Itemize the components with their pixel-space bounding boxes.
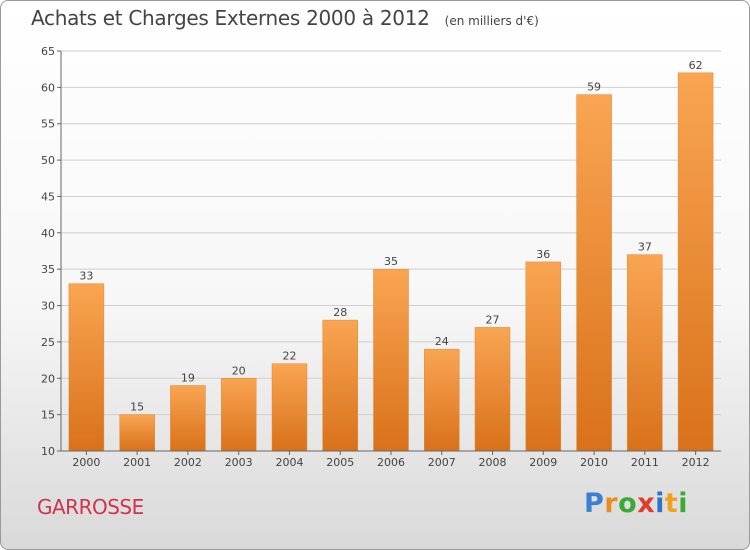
data-label-2012: 62 [689,59,703,72]
data-label-2005: 28 [333,306,347,319]
bar-2008 [474,327,511,452]
y-tick-label: 15 [41,409,55,422]
bar-2003 [220,378,257,452]
location-name: GARROSSE [37,495,144,519]
logo-letter: i [655,488,665,519]
data-label-2003: 20 [232,364,246,377]
x-tick-label-2007: 2007 [428,456,456,469]
bar-2007 [424,348,460,452]
data-label-2009: 36 [536,248,550,261]
bar-2012 [677,72,714,452]
bar-2006 [373,268,409,452]
chart-title: Achats et Charges Externes 2000 à 2012 [31,6,430,30]
logo-letter: r [604,488,619,519]
y-tick-label: 50 [41,154,55,167]
x-tick-label-2001: 2001 [123,456,151,469]
x-tick-label-2010: 2010 [580,456,608,469]
y-tick-label: 65 [41,45,55,58]
x-tick-label-2012: 2012 [682,456,710,469]
y-tick-label: 20 [41,372,55,385]
title-row: Achats et Charges Externes 2000 à 2012 (… [31,6,539,30]
x-tick-label-2000: 2000 [72,456,100,469]
data-label-2007: 24 [435,335,449,348]
bar-2000 [68,283,105,452]
logo-letter: o [618,488,638,519]
x-tick-label-2003: 2003 [225,456,253,469]
x-tick-label-2006: 2006 [377,456,405,469]
y-tick-label: 55 [41,118,55,131]
y-tick-label: 35 [41,263,55,276]
logo-letter: i [678,488,689,519]
axes: 10 15 20 25 30 35 40 45 50 55 60 65 2000 2001 2002 2003… [41,45,721,469]
y-tick-label: 60 [41,81,55,94]
proxiti-logo[interactable]: Proxiti [584,488,688,519]
x-tick-label-2004: 2004 [275,456,303,469]
x-tick-label-2008: 2008 [479,456,507,469]
unit-note: (en milliers d'€) [444,14,539,28]
y-tick-label: 40 [41,227,55,240]
y-tick-label: 30 [41,300,55,313]
bar-2005 [322,319,358,452]
bar-2004 [271,363,308,452]
bar-2002 [170,385,206,452]
bar-2010 [576,94,612,452]
bar-2009 [525,261,562,452]
x-tick-label-2011: 2011 [631,456,659,469]
y-tick-label: 45 [41,190,55,203]
y-tick-label: 10 [41,445,55,458]
bar-2011 [627,254,663,452]
data-label-2010: 59 [587,81,601,94]
bars: 33 15 19 20 22 28 35 24 27 36 59 37 62 [68,59,714,452]
data-label-2006: 35 [384,255,398,268]
data-label-2000: 33 [79,270,93,283]
bar-2001 [119,414,155,452]
x-tick-label-2002: 2002 [174,456,202,469]
x-tick-label-2005: 2005 [326,456,354,469]
logo-letter: t [664,488,679,519]
x-tick-label-2009: 2009 [529,456,557,469]
logo-letter: x [637,488,656,519]
data-label-2011: 37 [638,241,652,254]
data-label-2002: 19 [181,372,195,385]
y-tick-label: 25 [41,336,55,349]
data-label-2004: 22 [282,350,296,363]
data-label-2008: 27 [486,313,500,326]
data-label-2001: 15 [130,401,144,414]
logo-letter: P [584,488,605,519]
